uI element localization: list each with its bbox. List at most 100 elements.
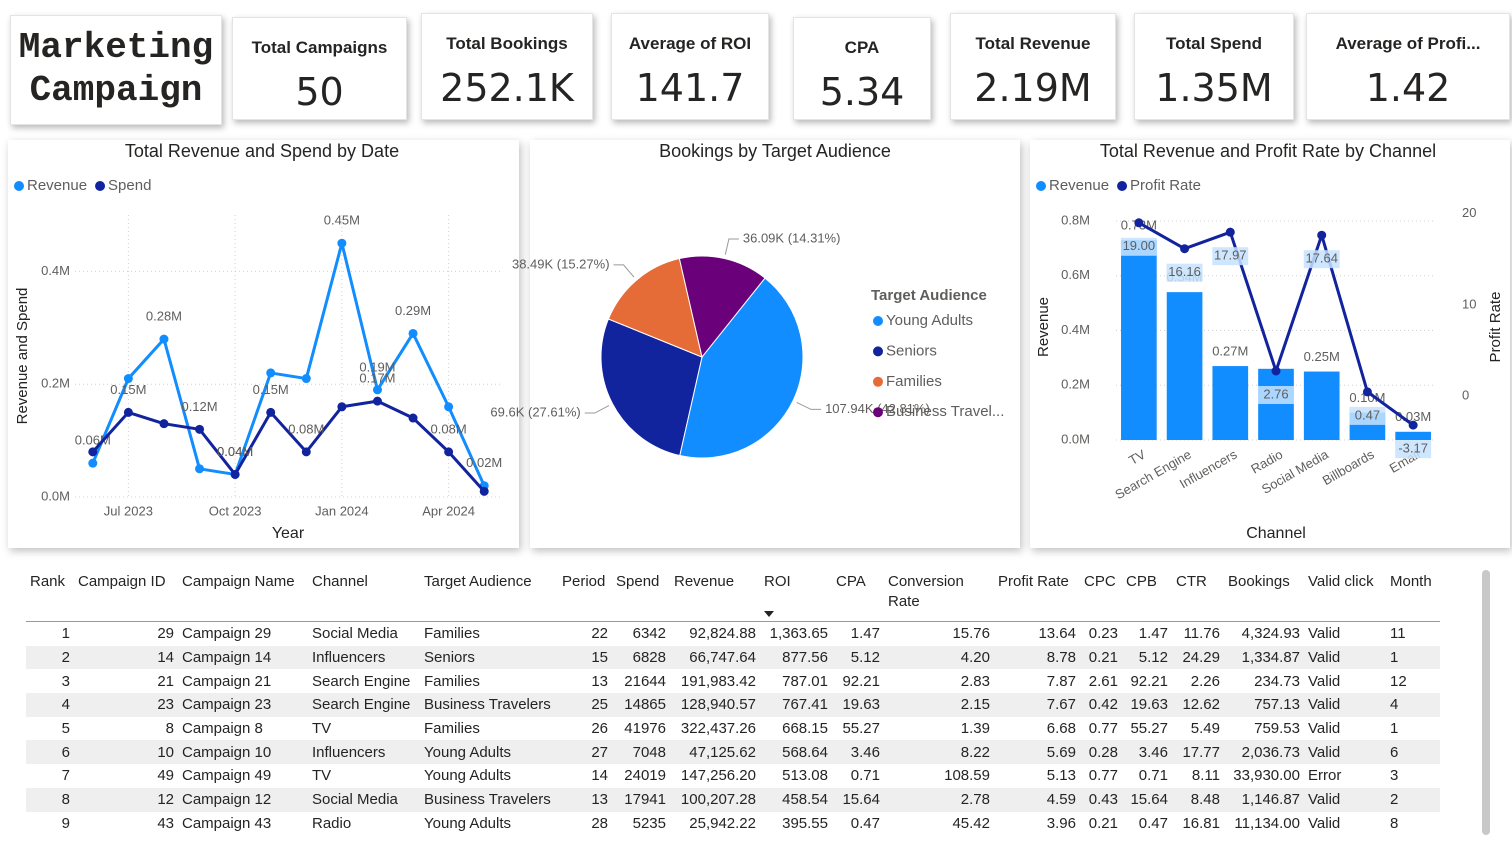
- table-cell: 0.43: [1080, 787, 1122, 812]
- table-cell: 395.55: [782, 814, 828, 832]
- line-series: [91, 241, 486, 487]
- table-cell: 6828: [612, 645, 670, 670]
- table-cell: 17.77: [1172, 740, 1224, 765]
- table-cell: 15.76: [952, 625, 990, 643]
- table-cell: Families: [424, 672, 480, 690]
- table-cell: 1.47: [1138, 625, 1168, 643]
- line-point: [301, 447, 311, 457]
- table-cell: 5.69: [994, 740, 1080, 765]
- pie-slice: [678, 255, 766, 359]
- data-label: -3.17: [1398, 441, 1428, 456]
- table-cell: 4: [26, 693, 74, 717]
- line-point: [444, 447, 454, 457]
- table-cell: Influencers: [308, 645, 420, 670]
- column-header: CPB: [1122, 568, 1172, 622]
- table-cell: Valid: [1308, 672, 1341, 690]
- table-cell: 24019: [624, 767, 666, 785]
- table-cell: 0.47: [1138, 814, 1168, 832]
- table-cell: Valid: [1304, 740, 1386, 765]
- table-cell: Seniors: [420, 645, 558, 670]
- legend-swatch: [873, 376, 883, 387]
- data-label: 0.27M: [1212, 344, 1248, 359]
- table-cell: 25: [558, 693, 612, 717]
- table-cell: 1,146.87: [1224, 787, 1304, 812]
- x-axis-title: Year: [272, 525, 305, 542]
- legend-swatch: [95, 181, 106, 191]
- table-cell: 27: [558, 740, 612, 765]
- table-cell: Families: [424, 720, 480, 738]
- data-label: 0.15M: [110, 382, 146, 397]
- y2-tick-label: 10: [1462, 296, 1476, 311]
- line-point: [1271, 366, 1281, 376]
- table-cell: 191,983.42: [680, 672, 756, 690]
- table-cell: 2: [1386, 787, 1440, 812]
- table-cell: Campaign 10: [178, 740, 308, 765]
- table-cell: 100,207.28: [670, 787, 760, 812]
- line-point: [372, 396, 382, 406]
- data-label: 0.12M: [181, 399, 217, 414]
- legend-label: Young Adults: [886, 312, 973, 329]
- legend-label: Families: [886, 373, 942, 390]
- table-cell: 0.42: [1080, 693, 1122, 717]
- bar: [1395, 431, 1431, 440]
- label-background: [1349, 406, 1386, 425]
- legend-label: Revenue: [1049, 177, 1109, 194]
- table-cell: Business Travelers: [420, 693, 558, 717]
- table-cell: 3.46: [832, 740, 884, 765]
- sort-indicator: [764, 611, 774, 617]
- column-header: Valid click: [1304, 568, 1386, 622]
- line-point: [337, 238, 347, 248]
- bar: [1121, 240, 1157, 440]
- line-point: [1362, 387, 1372, 397]
- table-cell: 92,824.88: [689, 625, 756, 643]
- table-body: 1 29 Campaign 29 Social Media Families 22 6342…: [26, 622, 1440, 836]
- line-point: [337, 402, 347, 412]
- y-tick-label: 0.8M: [1061, 212, 1090, 227]
- pie-slice: [679, 277, 804, 459]
- table-cell: 5235: [632, 814, 666, 832]
- column-header: Bookings: [1224, 568, 1304, 622]
- kpi-card: Total Spend 1.35M: [1134, 13, 1294, 120]
- y-tick-label: 0.2M: [41, 376, 70, 391]
- pie-slice: [607, 257, 703, 358]
- table-cell: 2.61: [1088, 672, 1118, 690]
- table-cell: 5.49: [1190, 720, 1220, 738]
- table-cell: 21: [157, 672, 174, 690]
- table-cell: 14: [74, 645, 178, 670]
- legend-swatch: [1117, 181, 1128, 191]
- table-cell: 108.59: [944, 767, 990, 785]
- table-cell: 13: [558, 787, 612, 812]
- y-tick-label: 0.4M: [41, 263, 70, 278]
- table-cell: 757.13: [1224, 693, 1304, 717]
- data-label: 0.06M: [75, 433, 111, 448]
- column-header: CTR: [1172, 568, 1224, 622]
- line-point: [444, 402, 454, 412]
- table-cell: 21644: [624, 672, 666, 690]
- table-cell: 13: [591, 672, 608, 690]
- table-cell: 47,125.62: [670, 740, 760, 765]
- chart-panel: [8, 140, 519, 548]
- table-cell: 43: [157, 814, 174, 832]
- data-label: 0.08M: [288, 421, 324, 436]
- table-cell: 7.87: [1046, 672, 1076, 690]
- table-row: 6 10 Campaign 10 Influencers Young Adults 27 7…: [26, 740, 1440, 765]
- column-header: CPA: [832, 568, 884, 622]
- table-cell: 8.11: [1191, 767, 1220, 785]
- table-cell: Young Adults: [420, 740, 558, 765]
- chart-panel: [1030, 140, 1510, 548]
- kpi-card: Total Campaigns 50: [232, 17, 407, 120]
- table-cell: TV: [312, 767, 332, 785]
- table-cell: 8: [26, 787, 74, 812]
- table-cell: 12: [1390, 672, 1407, 690]
- table-cell: 2: [26, 645, 74, 670]
- legend-label: Spend: [108, 177, 151, 194]
- table-cell: 759.53: [1254, 720, 1300, 738]
- table-cell: 1,363.65: [769, 625, 828, 643]
- y-tick-label: 0.0M: [41, 488, 70, 503]
- table-cell: 4,324.93: [1241, 625, 1300, 643]
- report-title: Marketing Campaign: [10, 15, 222, 125]
- data-label: 36.09K (14.31%): [743, 230, 841, 245]
- x-axis-title: Channel: [1246, 525, 1306, 542]
- table-cell: 147,256.20: [680, 767, 756, 785]
- table-cell: Families: [424, 625, 480, 643]
